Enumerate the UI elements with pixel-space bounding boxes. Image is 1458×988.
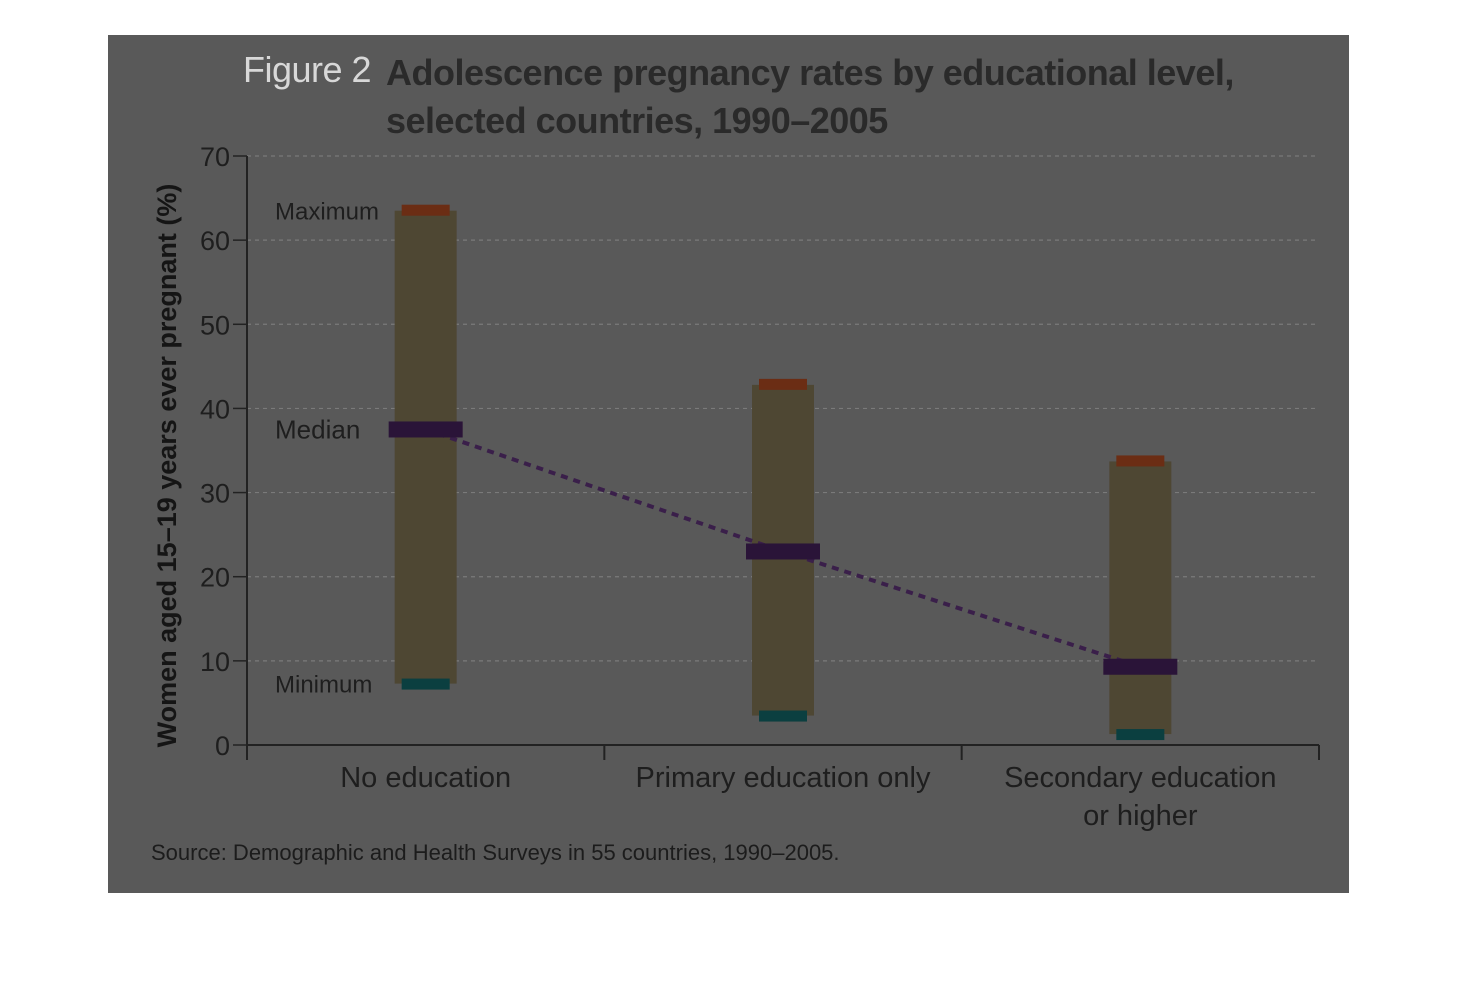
maximum-marker bbox=[759, 378, 807, 390]
minimum-marker bbox=[759, 710, 807, 722]
chart-title-line2: selected countries, 1990–2005 bbox=[386, 100, 888, 141]
minimum-marker bbox=[1116, 729, 1165, 741]
figure-frame: 0 10 20 30 40 50 60 70 Women aged 15–19 years ev… bbox=[108, 35, 1349, 893]
y-tick-label: 50 bbox=[200, 310, 230, 340]
minimum-marker bbox=[401, 678, 450, 690]
median-marker bbox=[1103, 658, 1178, 675]
y-tick-label: 20 bbox=[200, 563, 230, 593]
annotation-minimum: Minimum bbox=[275, 672, 372, 699]
range-bar bbox=[394, 210, 457, 684]
annotation-maximum: Maximum bbox=[275, 199, 379, 226]
x-category-label: Primary education only bbox=[636, 762, 931, 794]
y-tick-label: 0 bbox=[215, 731, 230, 761]
source-note: Source: Demographic and Health Surveys i… bbox=[151, 840, 840, 865]
y-tick-label: 30 bbox=[200, 479, 230, 509]
x-category-label: Secondary education bbox=[1004, 762, 1276, 794]
y-tick-label: 10 bbox=[200, 647, 230, 677]
maximum-marker bbox=[1116, 455, 1165, 467]
chart-title-line1: Adolescence pregnancy rates by education… bbox=[386, 52, 1234, 93]
median-marker bbox=[746, 543, 820, 560]
x-category-label: No education bbox=[340, 762, 511, 794]
median-marker bbox=[388, 421, 463, 438]
annotation-median: Median bbox=[275, 414, 360, 444]
x-category-label: or higher bbox=[1083, 800, 1198, 832]
figure-number: Figure 2 bbox=[243, 49, 372, 90]
y-tick-label: 40 bbox=[200, 394, 230, 424]
range-bar bbox=[1109, 461, 1172, 735]
y-axis-label: Women aged 15–19 years ever pregnant (%) bbox=[152, 184, 182, 748]
y-tick-label: 70 bbox=[200, 142, 230, 172]
maximum-marker bbox=[401, 204, 450, 216]
chart-title: Adolescence pregnancy rates by education… bbox=[386, 49, 1286, 145]
y-tick-label: 60 bbox=[200, 226, 230, 256]
range-chart: 0 10 20 30 40 50 60 70 Women aged 15–19 years ev… bbox=[152, 142, 1320, 832]
